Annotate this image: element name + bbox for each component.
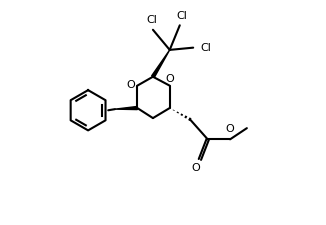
Text: Cl: Cl	[177, 11, 187, 21]
Text: O: O	[165, 74, 174, 84]
Text: O: O	[226, 124, 234, 134]
Text: Cl: Cl	[200, 43, 211, 53]
Polygon shape	[152, 50, 170, 78]
Text: O: O	[127, 80, 136, 90]
Polygon shape	[115, 106, 137, 110]
Text: Cl: Cl	[146, 15, 157, 25]
Text: O: O	[191, 164, 200, 173]
